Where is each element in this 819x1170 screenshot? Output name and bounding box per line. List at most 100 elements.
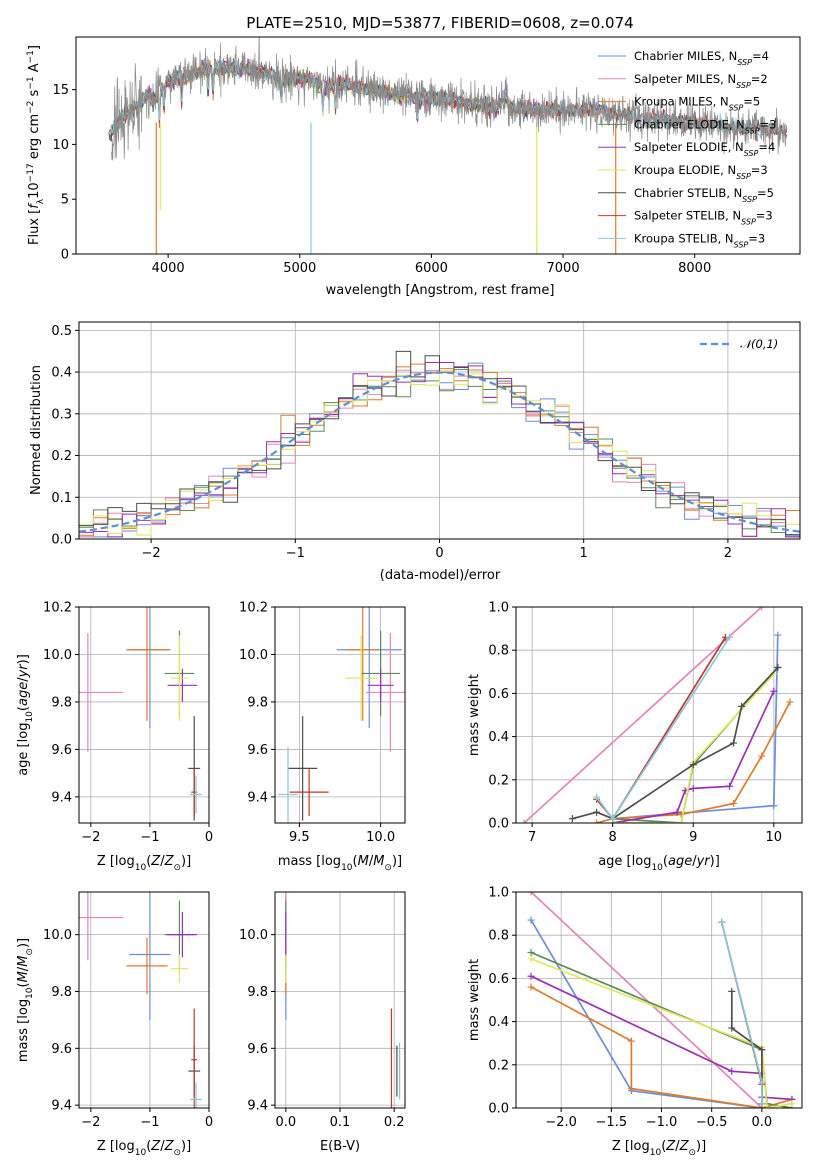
weight-marker xyxy=(527,916,535,924)
error-bar-point xyxy=(190,1082,202,1108)
y-tick-label: 0.2 xyxy=(488,773,509,788)
error-bar-point xyxy=(167,911,198,958)
y-tick-label: 9.8 xyxy=(247,695,268,710)
error-bar-point xyxy=(346,607,379,721)
x-tick-label: 7000 xyxy=(547,261,580,276)
error-bar-point xyxy=(278,747,298,823)
weight-series xyxy=(527,916,766,1108)
x-axis-label: Z [log10(Z/Z⊙)] xyxy=(97,1139,191,1158)
x-tick-label: −2.0 xyxy=(545,1115,577,1130)
y-tick-label: 0.4 xyxy=(488,730,509,745)
weight-series xyxy=(728,987,766,1108)
histogram-step-line xyxy=(79,362,800,538)
plot-area-spectrum xyxy=(108,37,788,254)
axes-frame xyxy=(78,606,210,824)
axes-frame xyxy=(78,891,210,1109)
weight-line xyxy=(612,635,779,820)
x-tick-label: −0.5 xyxy=(696,1115,728,1130)
y-tick-label: 9.6 xyxy=(51,1042,72,1057)
gridlines xyxy=(516,892,802,1108)
x-tick-label: −2 xyxy=(81,830,100,845)
gridlines xyxy=(79,607,209,823)
x-tick-label: 0.1 xyxy=(330,1115,351,1130)
error-bar-point xyxy=(167,668,198,702)
weight-marker xyxy=(758,1046,766,1054)
weight-series xyxy=(609,663,782,823)
weight-line xyxy=(530,919,763,1108)
error-bar-point xyxy=(170,635,189,721)
weight-line xyxy=(730,991,763,1104)
legend: 𝒩(0,1) xyxy=(700,337,778,351)
axes-frame xyxy=(515,606,803,824)
error-bar-point xyxy=(367,668,394,702)
weight-marker xyxy=(689,784,697,792)
y-axis-label: Normed distribution xyxy=(29,365,44,495)
panel-residuals: −2 −1 0 1 2 0.0 0.1 0.2 0.3 0.4 0.5 (data-model)/er… xyxy=(29,321,801,583)
weight-marker xyxy=(568,815,576,823)
weight-marker xyxy=(627,1037,635,1045)
y-tick-label: 10.2 xyxy=(239,601,268,616)
y-tick-label: 0.8 xyxy=(488,644,509,659)
weight-marker xyxy=(770,687,778,695)
error-bar-point xyxy=(129,892,171,1020)
weight-marker xyxy=(728,987,736,995)
panel-mass-vs-Z: −2 −1 0 9.4 9.6 9.8 10.0 Z [log10(Z/Z⊙)] mass [l… xyxy=(16,891,213,1158)
weight-marker xyxy=(527,972,535,980)
chart-title: PLATE=2510, MJD=53877, FIBERID=0608, z=0… xyxy=(246,14,633,32)
x-tick-label: 5000 xyxy=(283,261,316,276)
histogram-step-line xyxy=(79,369,800,538)
weight-series xyxy=(593,633,729,823)
x-tick-label: 0 xyxy=(205,1115,213,1130)
x-tick-label: 1 xyxy=(580,546,588,561)
panel-spectrum: 4000 5000 6000 7000 8000 0 5 10 15 PLATE=2510, MJ… xyxy=(26,14,801,298)
y-tick-label: 9.6 xyxy=(51,743,72,758)
x-axis-label: (data-model)/error xyxy=(380,568,501,583)
data-spectrum-line xyxy=(111,37,788,161)
x-tick-label: −2 xyxy=(142,546,161,561)
y-tick-label: 10.0 xyxy=(239,648,268,663)
y-tick-label: 0.3 xyxy=(51,407,72,422)
weight-marker xyxy=(788,1100,796,1108)
y-tick-label: 0.8 xyxy=(488,929,509,944)
weight-marker xyxy=(627,1085,635,1093)
weight-marker xyxy=(593,793,601,801)
plot-area-weight-vs-age xyxy=(516,607,802,823)
legend-entry: 𝒩(0,1) xyxy=(740,337,778,351)
y-tick-label: 1.0 xyxy=(488,886,509,901)
y-tick-label: 9.4 xyxy=(51,790,72,805)
weight-marker xyxy=(725,633,733,641)
weight-marker xyxy=(763,1104,771,1108)
y-tick-label: 1.0 xyxy=(488,601,509,616)
weight-marker xyxy=(730,739,738,747)
x-axis-label: Z [log10(Z/Z⊙)] xyxy=(612,1139,706,1158)
weight-series xyxy=(593,633,733,823)
gaussian-curve xyxy=(79,371,800,533)
y-tick-label: 0.4 xyxy=(488,1015,509,1030)
weight-marker xyxy=(527,948,535,956)
x-axis-label: mass [log10(M/M⊙)] xyxy=(278,854,402,873)
x-tick-label: 0 xyxy=(205,830,213,845)
legend-entry: Kroupa MILES, NSSP=5 xyxy=(634,95,760,113)
y-tick-label: 0.0 xyxy=(488,1102,509,1117)
y-tick-label: 10 xyxy=(52,138,69,153)
weight-marker xyxy=(758,1078,766,1086)
weight-marker xyxy=(527,892,535,896)
error-bar-point xyxy=(288,716,318,821)
plot-area-age-vs-mass xyxy=(275,607,405,823)
legend-entry: Kroupa ELODIE, NSSP=3 xyxy=(634,163,768,181)
legend-entry: Chabrier ELODIE, NSSP=3 xyxy=(634,117,776,135)
y-tick-label: 0.6 xyxy=(488,687,509,702)
weight-marker xyxy=(689,761,697,769)
axes-frame xyxy=(515,891,803,1109)
weight-marker xyxy=(718,918,726,926)
x-tick-label: 9 xyxy=(689,830,697,845)
panel-weight-vs-age: 7 8 9 10 0.0 0.2 0.4 0.6 0.8 1.0 age [log10(age/yr… xyxy=(467,601,803,873)
panel-weight-vs-Z: −2.0 −1.5 −1.0 −0.5 0.0 0.0 0.2 0.4 0.6 0.8 1.0 Z [… xyxy=(467,886,803,1158)
weight-line xyxy=(596,701,791,823)
weight-marker xyxy=(758,752,766,760)
x-axis-label: Z [log10(Z/Z⊙)] xyxy=(97,854,191,873)
y-tick-label: 10.0 xyxy=(43,928,72,943)
x-tick-label: 0.0 xyxy=(275,1115,296,1130)
error-bar-point xyxy=(190,775,202,814)
weight-marker xyxy=(728,1024,736,1032)
